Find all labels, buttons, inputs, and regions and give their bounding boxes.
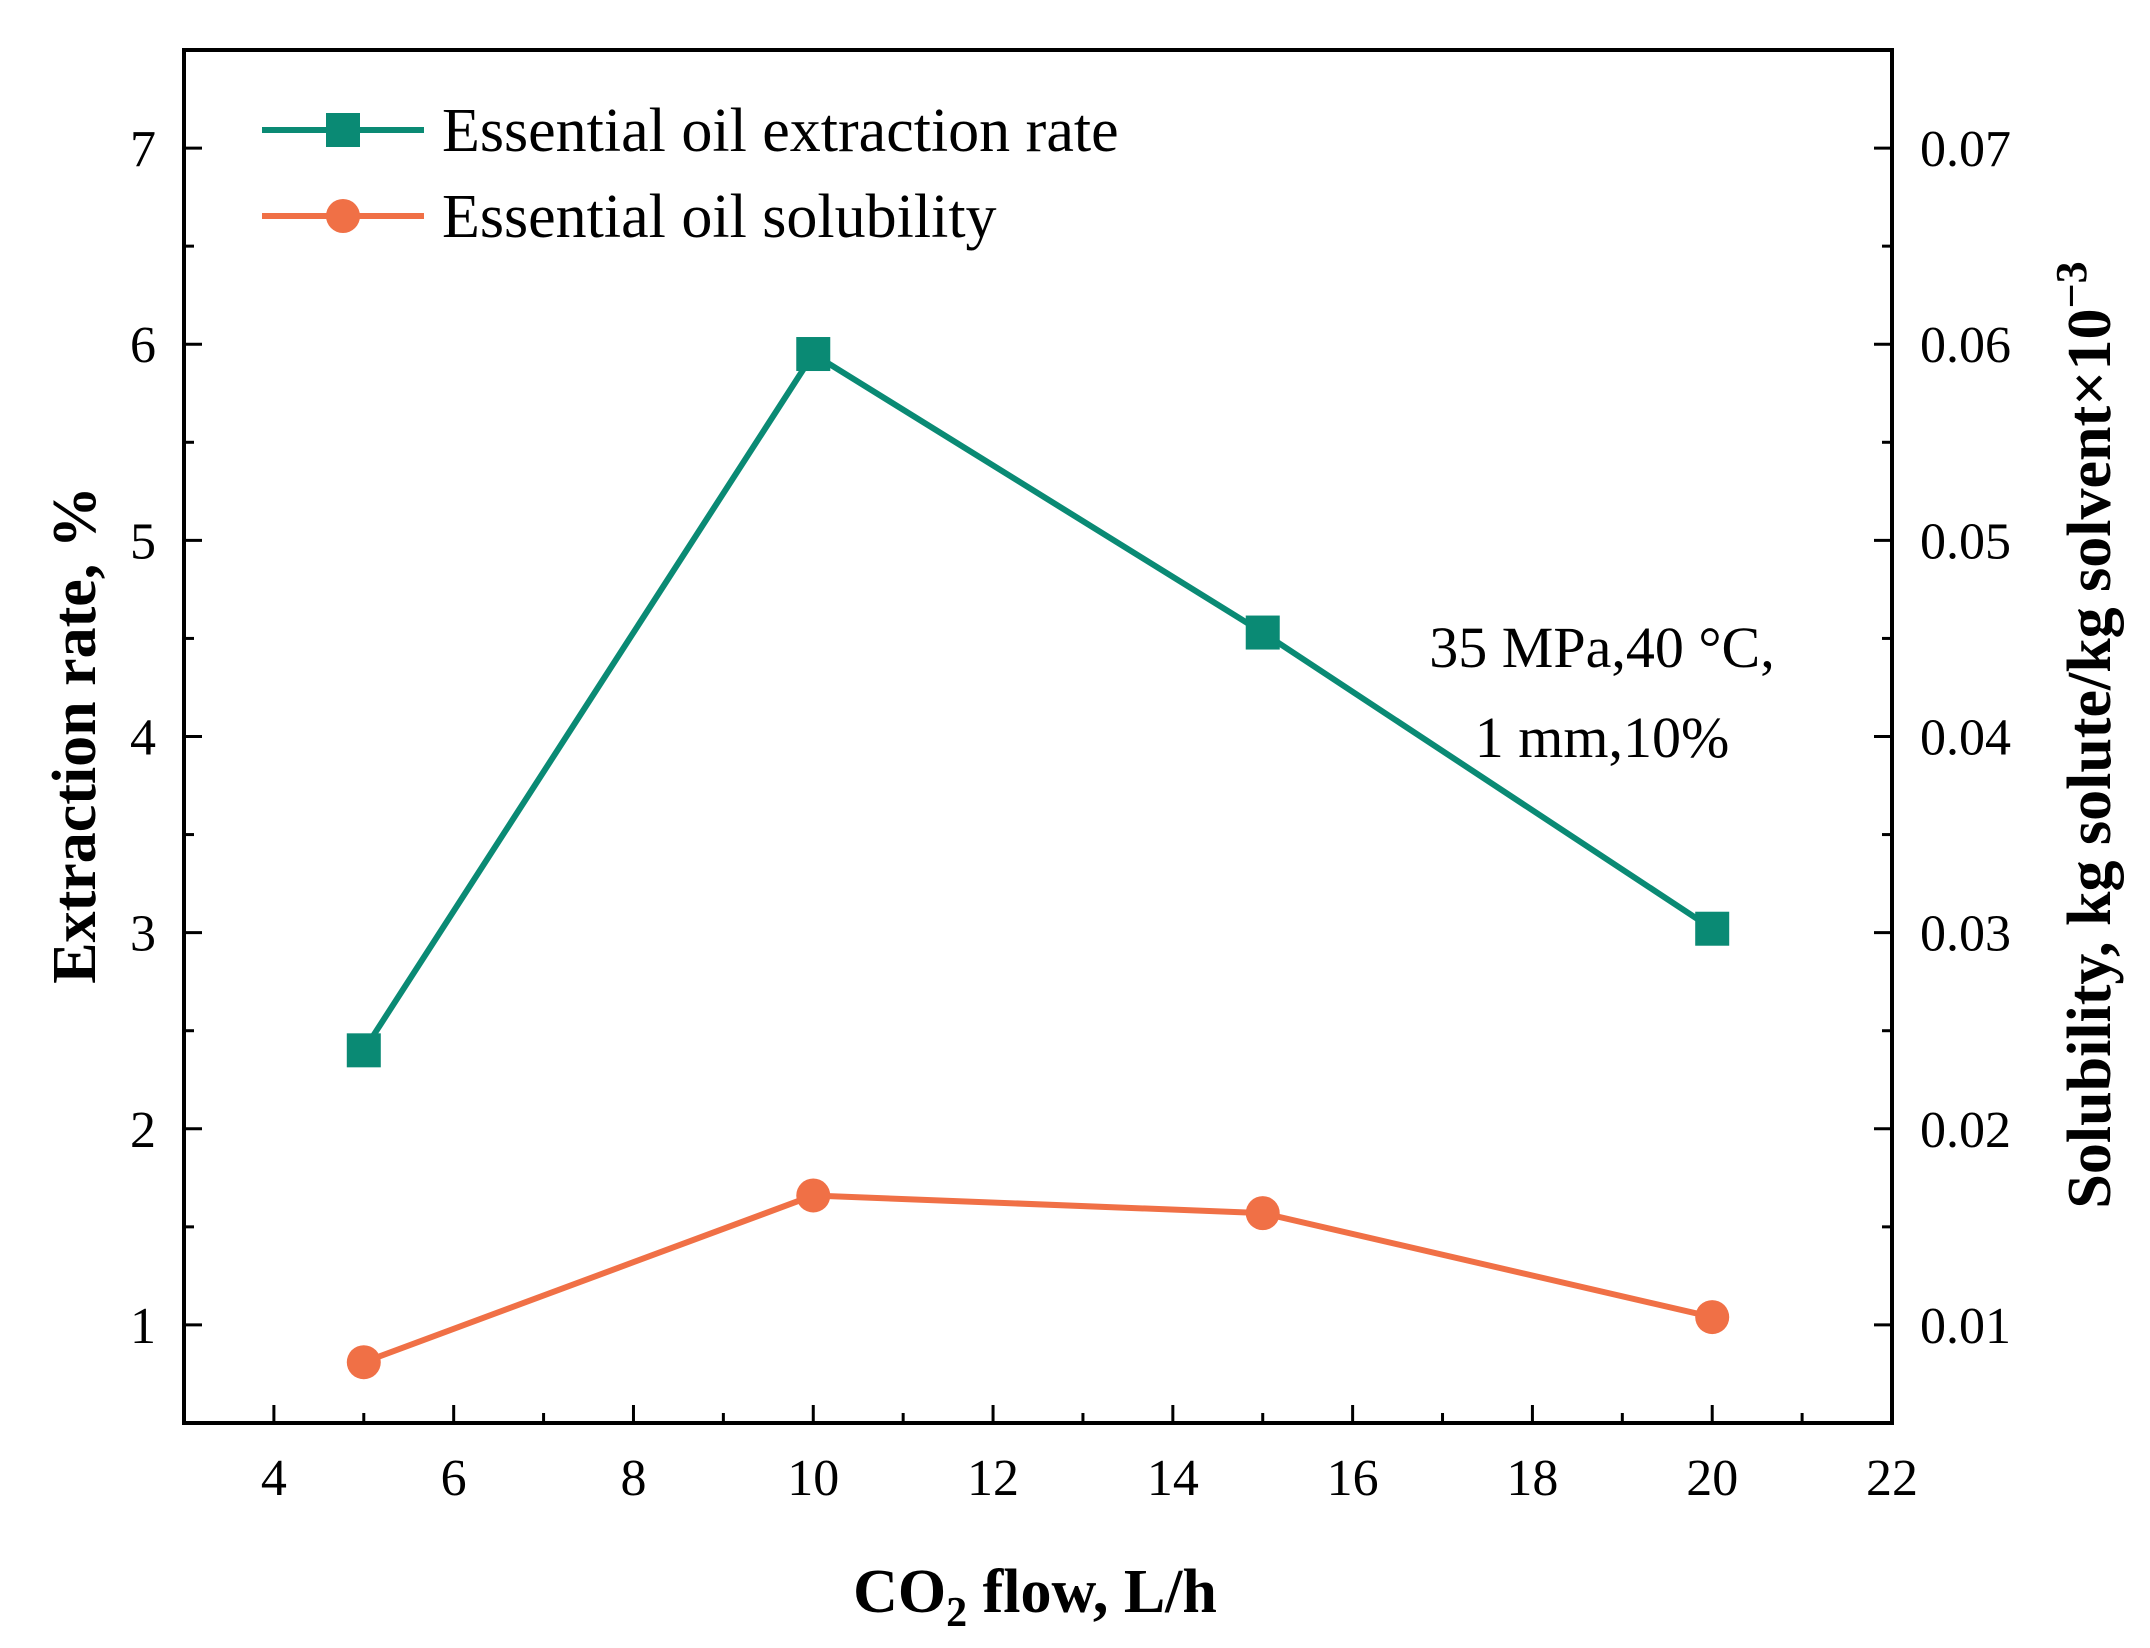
y-right-tick-label: 0.05 <box>1920 513 2011 570</box>
y-left-tick-label: 5 <box>130 513 156 570</box>
x-axis-title-subscript: 2 <box>946 1590 967 1636</box>
legend: Essential oil extraction rate Essential … <box>262 97 1119 251</box>
x-tick-label: 10 <box>787 1450 839 1507</box>
y-left-tick-label: 7 <box>130 121 156 178</box>
y-left-tick-label: 2 <box>130 1102 156 1159</box>
annotation: 35 MPa,40 °C, 1 mm,10% <box>1429 615 1774 770</box>
data-point-solubility <box>796 1178 831 1213</box>
series-line-extraction-rate <box>361 351 1714 1052</box>
y-right-tick-label: 0.02 <box>1920 1102 2011 1159</box>
y-right-tick-label: 0.04 <box>1920 710 2011 767</box>
y-right-tick-label: 0.07 <box>1920 121 2011 178</box>
series-layer <box>346 337 1730 1380</box>
data-point-solubility <box>1695 1300 1730 1335</box>
x-tick-label: 4 <box>261 1450 287 1507</box>
y-axis-right-title-superscript: −3 <box>2047 261 2096 308</box>
x-tick-label: 20 <box>1686 1450 1738 1507</box>
y-left-tick-label: 4 <box>130 710 156 767</box>
x-tick-label: 22 <box>1866 1450 1918 1507</box>
x-tick-label: 18 <box>1506 1450 1558 1507</box>
annotation-line-2: 1 mm,10% <box>1475 705 1730 770</box>
x-axis-title-rest: flow, L/h <box>967 1558 1217 1626</box>
data-point-extraction-rate <box>796 337 831 372</box>
x-tick-label: 14 <box>1147 1450 1199 1507</box>
y-right-tick-label: 0.01 <box>1920 1298 2011 1355</box>
legend-label-solubility: Essential oil solubility <box>442 183 997 251</box>
data-point-solubility <box>346 1345 381 1380</box>
x-tick-label: 6 <box>441 1450 467 1507</box>
axes-layer: 4 6 8 10 12 14 16 18 20 2212345670.010.020.030.04… <box>130 48 2011 1507</box>
y-right-tick-label: 0.03 <box>1920 906 2011 963</box>
data-point-extraction-rate <box>346 1033 381 1068</box>
legend-marker-circle <box>326 199 360 233</box>
data-point-extraction-rate <box>1245 615 1280 650</box>
legend-label-extraction-rate: Essential oil extraction rate <box>442 97 1119 165</box>
legend-marker-square <box>326 113 360 147</box>
annotation-line-1: 35 MPa,40 °C, <box>1429 615 1774 680</box>
y-right-tick-label: 0.06 <box>1920 317 2011 374</box>
series-line-solubility <box>362 1192 1713 1366</box>
x-axis-title: CO2 flow, L/h <box>853 1558 1217 1636</box>
x-tick-label: 8 <box>620 1450 646 1507</box>
y-axis-left-title: Extraction rate, % <box>41 486 109 984</box>
x-tick-label: 16 <box>1327 1450 1379 1507</box>
y-axis-right-title: Solubility, kg solute/kg solvent×10−3 <box>2047 261 2124 1208</box>
y-left-tick-label: 3 <box>130 906 156 963</box>
data-point-extraction-rate <box>1695 911 1730 946</box>
x-tick-label: 12 <box>967 1450 1019 1507</box>
x-axis-title-main: CO <box>853 1558 946 1626</box>
y-axis-right-title-main: Solubility, kg solute/kg solvent×10 <box>2056 308 2124 1208</box>
data-point-solubility <box>1245 1196 1280 1231</box>
y-left-tick-label: 1 <box>130 1298 156 1355</box>
y-left-tick-label: 6 <box>130 317 156 374</box>
